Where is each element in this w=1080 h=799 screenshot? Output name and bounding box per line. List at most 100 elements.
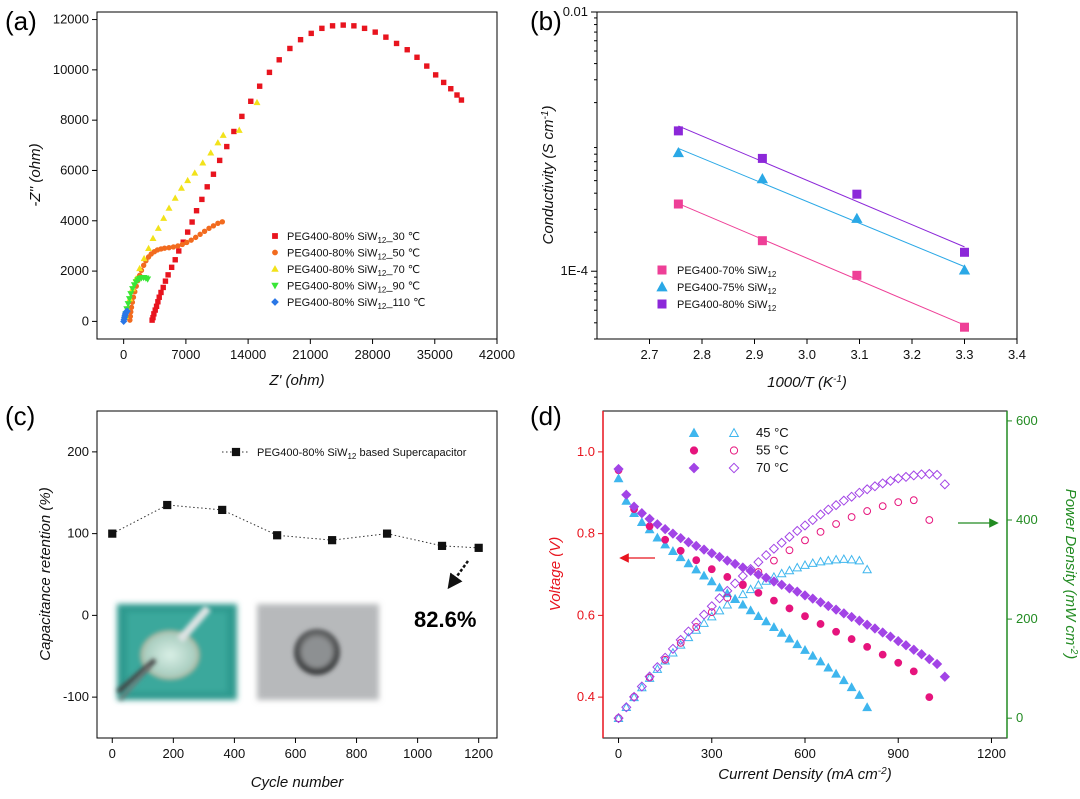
data-point-a-0	[231, 128, 237, 135]
data-point-a-1	[127, 313, 134, 320]
data-point-d-2	[707, 565, 716, 574]
data-point-d-4	[706, 548, 717, 559]
legend-marker-d-open-2	[728, 462, 740, 474]
data-point-d-4	[846, 611, 857, 623]
data-point-a-2	[191, 169, 199, 176]
x-tick-label-c: 200	[162, 746, 184, 761]
data-point-d-3	[878, 502, 887, 511]
data-point-d-4	[768, 576, 780, 587]
data-point-a-0	[329, 23, 336, 29]
x-tick-label-c: 1200	[464, 746, 493, 761]
y-axis-title-d-left: Voltage (V)	[547, 537, 564, 611]
legend-marker-a-2	[271, 265, 279, 272]
data-point-d-1	[823, 555, 834, 565]
data-point-d-4	[823, 600, 834, 612]
data-point-d-1	[784, 565, 795, 575]
data-point-a-3	[125, 296, 133, 303]
data-point-d-0	[831, 668, 842, 678]
data-point-a-0	[153, 303, 160, 310]
data-point-d-4	[621, 489, 632, 500]
data-point-d-4	[900, 640, 912, 651]
data-point-d-0	[800, 645, 810, 654]
data-point-a-0	[319, 25, 325, 32]
data-point-a-0	[440, 79, 447, 86]
data-point-a-0	[204, 184, 210, 190]
data-point-d-4	[807, 593, 818, 604]
data-point-d-5	[768, 543, 780, 554]
data-point-d-3	[707, 608, 716, 617]
data-point-a-2	[207, 149, 215, 156]
data-point-b-2	[673, 126, 683, 136]
fit-line-b-0	[678, 203, 965, 326]
data-point-a-0	[189, 219, 195, 225]
data-point-a-0	[248, 98, 254, 104]
data-point-d-5	[862, 484, 873, 495]
data-point-d-5	[776, 537, 787, 548]
data-point-d-0	[846, 682, 857, 692]
data-point-d-4	[636, 508, 647, 519]
data-point-d-1	[792, 562, 803, 572]
data-point-b-2	[852, 189, 862, 199]
data-point-d-5	[745, 563, 756, 575]
data-point-d-5	[807, 514, 818, 526]
data-point-d-3	[863, 507, 872, 515]
legend-label-a-1: PEG400-80% SiW12_50 ℃	[287, 248, 420, 262]
data-point-d-5	[667, 643, 679, 654]
data-point-a-3	[127, 291, 135, 298]
legend-marker-d-filled-1	[689, 446, 699, 455]
data-point-a-1	[175, 243, 181, 249]
data-point-d-2	[909, 667, 918, 676]
y-tick-label-a: 2000	[60, 263, 89, 278]
data-point-a-1	[215, 220, 221, 226]
data-point-d-3	[770, 556, 778, 565]
data-point-a-0	[168, 264, 175, 271]
data-point-a-0	[432, 72, 439, 78]
data-point-d-4	[893, 635, 904, 647]
data-point-d-1	[807, 557, 818, 567]
plot-frame-c	[96, 410, 498, 739]
x-tick-label-d: 600	[794, 746, 816, 761]
data-point-a-1	[161, 245, 168, 251]
data-point-d-5	[737, 570, 748, 582]
data-point-b-2	[757, 153, 767, 163]
data-point-a-3	[144, 276, 152, 283]
y-tick-label-a: 4000	[60, 213, 89, 228]
data-point-d-3	[614, 714, 623, 723]
data-point-d-4	[939, 671, 950, 682]
x-tick-label-a: 21000	[292, 347, 328, 362]
data-point-a-1	[140, 262, 147, 268]
data-point-d-5	[830, 500, 842, 511]
legend-label-d-1: 55 °C	[756, 443, 789, 458]
data-point-d-5	[885, 475, 896, 486]
legend-label-c: PEG400-80% SiW12 based Supercapacitor	[257, 447, 467, 461]
panel-label-b: (b)	[530, 6, 562, 36]
data-point-a-0	[210, 171, 217, 177]
data-point-a-0	[372, 29, 378, 35]
data-point-a-1	[188, 237, 194, 243]
data-point-d-5	[691, 617, 702, 628]
data-point-d-2	[770, 596, 778, 605]
data-point-d-1	[722, 599, 733, 609]
data-point-d-0	[737, 599, 748, 609]
x-tick-label-b: 2.7	[640, 347, 658, 362]
data-point-b-1	[672, 146, 685, 158]
legend-marker-d-open-1	[729, 446, 739, 455]
data-point-a-0	[193, 208, 200, 214]
data-point-d-1	[683, 632, 694, 642]
data-point-d-2	[878, 650, 887, 659]
data-point-d-1	[699, 617, 709, 627]
data-point-d-1	[862, 564, 873, 574]
y-tick-label-d-right: 200	[1016, 611, 1038, 626]
y-tick-label-b: 0.01	[563, 4, 588, 19]
data-point-d-1	[745, 584, 756, 594]
data-point-d-4	[675, 532, 686, 544]
data-point-d-4	[877, 627, 888, 638]
data-point-d-1	[776, 568, 787, 578]
data-point-a-1	[179, 241, 186, 248]
legend-marker-a-3	[271, 282, 279, 290]
fit-line-b-2	[678, 125, 965, 248]
data-point-d-4	[885, 631, 896, 642]
data-point-d-0	[745, 605, 756, 615]
data-point-a-2	[136, 264, 144, 272]
